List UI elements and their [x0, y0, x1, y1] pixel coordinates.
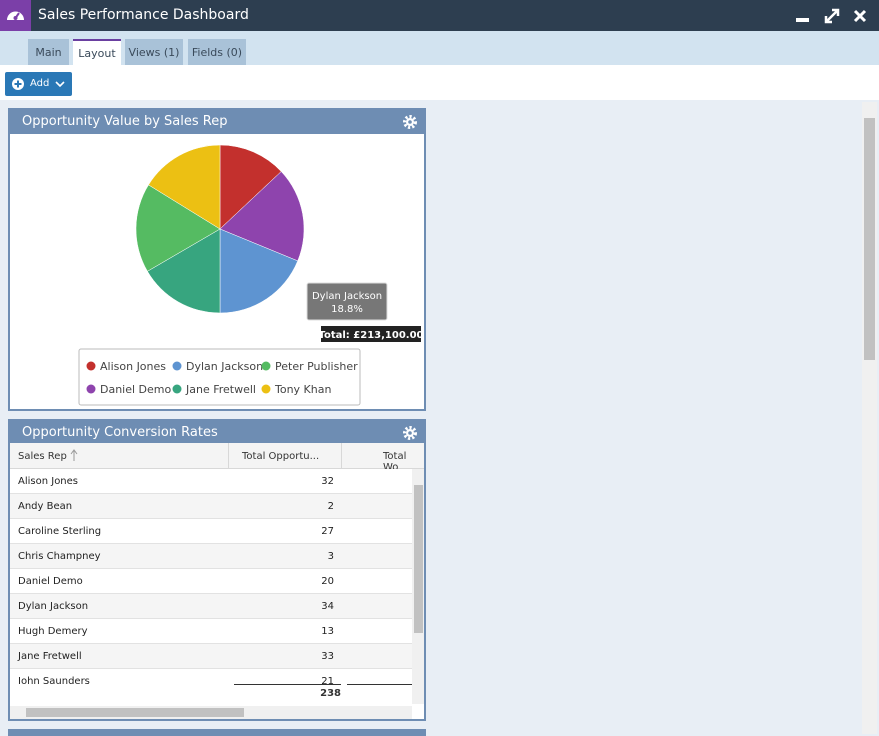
title-bar: Sales Performance Dashboard — [0, 0, 879, 31]
legend-marker — [86, 384, 96, 394]
tab[interactable]: Layout — [73, 39, 121, 65]
pie-slice — [135, 184, 221, 272]
table-header: Sales Rep Total Opportu... Total Wo — [10, 443, 424, 473]
table-vscroll[interactable] — [412, 469, 424, 704]
cell-name: Dylan Jackson — [18, 601, 89, 612]
add-label: Add — [30, 78, 50, 89]
next-panel — [8, 729, 426, 736]
cell-count: 13 — [321, 626, 334, 637]
table-row: John Saunders 21 — [10, 669, 412, 684]
table-row: Jane Fretwell 33 — [10, 644, 412, 669]
table-title: Opportunity Conversion Rates — [10, 421, 424, 445]
table-row: Andy Bean 2 — [10, 494, 412, 519]
legend-label: Jane Fretwell — [185, 383, 256, 396]
table-row: Daniel Demo 20 — [10, 569, 412, 594]
column-header[interactable]: Total Wo — [383, 451, 407, 473]
cell-name: Jane Fretwell — [18, 651, 82, 662]
pie-slice — [148, 144, 221, 230]
cell-count: 3 — [327, 551, 334, 562]
cell-count: 33 — [321, 651, 334, 662]
pie-slice — [219, 171, 305, 262]
table-row: Caroline Sterling 27 — [10, 519, 412, 544]
cell-name: Daniel Demo — [18, 576, 83, 587]
table-body: Alison Jones 32 Andy Bean 2 Caroline Sterlin… — [10, 469, 412, 684]
toolbar: Add — [0, 65, 879, 100]
legend-box — [78, 348, 361, 406]
table-total: 238 — [320, 688, 341, 699]
chart-title: Opportunity Value by Sales Rep — [10, 110, 424, 134]
app-icon — [0, 0, 31, 31]
tooltip: Dylan Jackson 18.8% — [306, 282, 388, 321]
tab[interactable]: Fields (0) — [188, 39, 246, 65]
tooltip-box — [306, 282, 388, 321]
cell-count: 20 — [321, 576, 334, 587]
column-header[interactable]: Sales Rep — [18, 451, 67, 462]
legend-marker — [172, 384, 182, 394]
legend-label: Tony Khan — [274, 383, 331, 396]
cell-name: Andy Bean — [18, 501, 73, 512]
cell-name: Chris Champney — [18, 551, 101, 562]
table-row: Chris Champney 3 — [10, 544, 412, 569]
cell-name: Hugh Demery — [18, 626, 88, 637]
legend-label: Peter Publisher — [275, 360, 358, 373]
legend-marker — [172, 361, 182, 371]
page-scrollbar[interactable] — [862, 102, 877, 734]
chart-panel: Opportunity Value by Sales Rep Alison Jo… — [8, 108, 426, 411]
table-row: Dylan Jackson 34 — [10, 594, 412, 619]
legend-label: Daniel Demo — [100, 383, 172, 396]
cell-count: 34 — [321, 601, 334, 612]
cell-count: 27 — [321, 526, 334, 537]
pie-chart: Alison Jones Daniel Demo Dylan Jackson Jane… — [78, 144, 424, 406]
sort-icon — [70, 449, 78, 461]
total-label: Total: £213,100.00 — [318, 330, 423, 341]
cell-name: Alison Jones — [18, 476, 79, 487]
legend-label: Dylan Jackson — [186, 360, 263, 373]
table-row: Alison Jones 32 — [10, 469, 412, 494]
table-hscroll[interactable] — [10, 706, 412, 719]
total-box — [321, 326, 421, 342]
settings-icon[interactable] — [402, 425, 418, 441]
table-panel: Opportunity Conversion Rates Sales Rep T… — [8, 419, 426, 721]
tooltip-value: 18.8% — [331, 304, 363, 315]
cell-name: John Saunders — [18, 676, 90, 684]
cell-count: 21 — [321, 676, 334, 684]
table-row: Hugh Demery 13 — [10, 619, 412, 644]
pie-slice — [219, 228, 299, 314]
legend-marker — [261, 384, 271, 394]
legend-marker — [261, 361, 271, 371]
cell-count: 2 — [327, 501, 334, 512]
window-controls[interactable] — [790, 6, 875, 26]
cell-count: 32 — [321, 476, 334, 487]
tab[interactable]: Views (1) — [125, 39, 183, 65]
tab[interactable]: Main — [28, 39, 69, 65]
legend-marker — [86, 361, 96, 371]
add-button[interactable]: Add — [5, 72, 72, 96]
pie-slice — [147, 228, 221, 314]
legend-label: Alison Jones — [100, 360, 166, 373]
pie-slice — [219, 144, 282, 230]
column-header[interactable]: Total Opportu... — [242, 451, 320, 462]
cell-name: Caroline Sterling — [18, 526, 102, 537]
window-title: Sales Performance Dashboard — [38, 7, 249, 23]
tooltip-name: Dylan Jackson — [312, 291, 382, 302]
settings-icon[interactable] — [402, 114, 418, 130]
